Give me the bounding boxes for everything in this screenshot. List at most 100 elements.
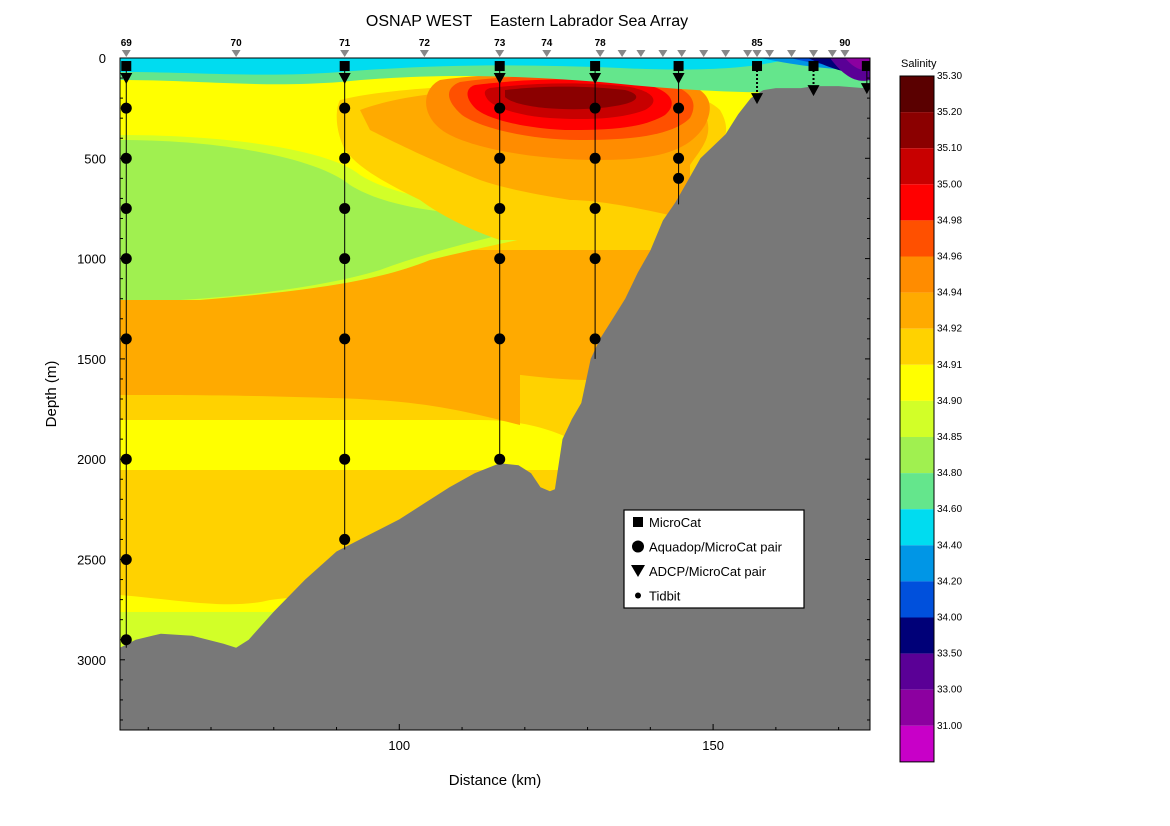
aquadop-marker [673,172,685,184]
station-label-73: 73 [494,38,506,49]
colorbar-label-34.92: 34.92 [937,324,962,335]
mooring-3 [493,61,506,465]
station-marker-70 [231,50,241,57]
salinity-contour-band-6 [120,140,530,300]
adcp-marker [120,73,133,85]
aquadop-marker [120,634,132,646]
microcat-marker [673,61,684,72]
station-label-78: 78 [595,38,607,49]
colorbar-label-31.00: 31.00 [937,721,962,732]
colorbar-label-35.30: 35.30 [937,71,962,82]
colorbar-title: Salinity [901,58,937,70]
adcp-marker [672,73,685,85]
legend-label: Tidbit [649,589,681,604]
station-marker-unlabeled-1 [617,50,627,57]
aquadop-marker [494,202,506,214]
mooring-6 [751,61,764,105]
colorbar-label-34.94: 34.94 [937,288,962,299]
station-marker-unlabeled-8 [752,50,762,57]
mooring-4 [589,61,602,359]
aquadop-marker [339,202,351,214]
adcp-marker [860,83,870,95]
station-label-85: 85 [751,38,763,49]
aquadop-marker [494,333,506,345]
colorbar-swatch-34.20 [900,581,934,618]
chart-title: OSNAP WEST Eastern Labrador Sea Array [366,13,688,30]
station-marker-73 [495,50,505,57]
station-marker-78 [595,50,605,57]
station-marker-74 [542,50,552,57]
microcat-marker [494,61,505,72]
mooring-5 [672,61,685,205]
colorbar-swatch-35.10 [900,148,934,185]
aquadop-marker [494,453,506,465]
station-label-71: 71 [339,38,351,49]
colorbar-swatch-31.00 [900,725,934,762]
aquadop-marker [494,102,506,114]
colorbar-swatch-34.85 [900,437,934,474]
y-tick-label: 0 [99,51,106,66]
adcp-marker [589,73,602,85]
station-label-69: 69 [121,38,133,49]
y-tick-label: 2000 [77,452,106,467]
plot-area [120,58,870,730]
colorbar-swatch-33.00 [900,689,934,726]
plot-frame [119,57,871,731]
aquadop-marker [120,102,132,114]
station-label-74: 74 [541,38,553,49]
colorbar-swatch-34.00 [900,617,934,654]
colorbar-label-34.98: 34.98 [937,215,962,226]
aquadop-marker [673,102,685,114]
colorbar-label-34.20: 34.20 [937,576,962,587]
colorbar-swatch-34.80 [900,473,934,510]
colorbar-label-35.20: 35.20 [937,107,962,118]
aquadop-marker [120,333,132,345]
aquadop-marker [589,253,601,265]
salinity-contour-band-4 [120,320,520,425]
microcat-marker [121,61,132,72]
x-axis-label: Distance (km) [449,772,542,789]
aquadop-marker [589,152,601,164]
salinity-contour-band-13 [505,86,637,110]
adcp-marker [493,73,506,85]
colorbar-label-34.00: 34.00 [937,613,962,624]
station-marker-unlabeled-6 [721,50,731,57]
aquadop-marker [589,333,601,345]
y-tick-label: 3000 [77,653,106,668]
aquadop-marker [339,102,351,114]
microcat-marker [808,61,819,72]
aquadop-marker [589,202,601,214]
station-marker-unlabeled-3 [658,50,668,57]
aquadop-marker [120,152,132,164]
legend-triangle-icon [631,565,645,577]
aquadop-marker [339,533,351,545]
aquadop-marker [120,553,132,565]
salinity-colorbar: Salinity 35.30 35.20 35.10 35.00 34.98 34.96 3… [899,58,962,763]
mooring-2 [338,61,351,550]
colorbar-label-34.85: 34.85 [937,432,962,443]
legend-circle-icon [632,540,644,553]
aquadop-marker [589,102,601,114]
station-label-72: 72 [419,38,431,49]
station-marker-unlabeled-9 [765,50,775,57]
colorbar-label-33.50: 33.50 [937,649,962,660]
mooring-1 [120,61,133,648]
microcat-marker [339,61,350,72]
y-tick-label: 500 [84,151,106,166]
microcat-marker [752,61,763,72]
aquadop-marker [339,253,351,265]
aquadop-marker [339,333,351,345]
station-marker-unlabeled-5 [699,50,709,57]
colorbar-label-35.00: 35.00 [937,179,962,190]
colorbar-swatch-34.96 [900,256,934,293]
aquadop-marker [673,152,685,164]
legend: MicroCat Aquadop/MicroCat pair ADCP/MicroC… [623,509,805,609]
legend-box [623,509,805,609]
aquadop-marker [339,152,351,164]
station-marker-unlabeled-10 [787,50,797,57]
legend-label: Aquadop/MicroCat pair [649,540,783,555]
y-tick-label: 2500 [77,552,106,567]
y-axis-label: Depth (m) [43,361,60,428]
colorbar-swatch-34.60 [900,509,934,546]
